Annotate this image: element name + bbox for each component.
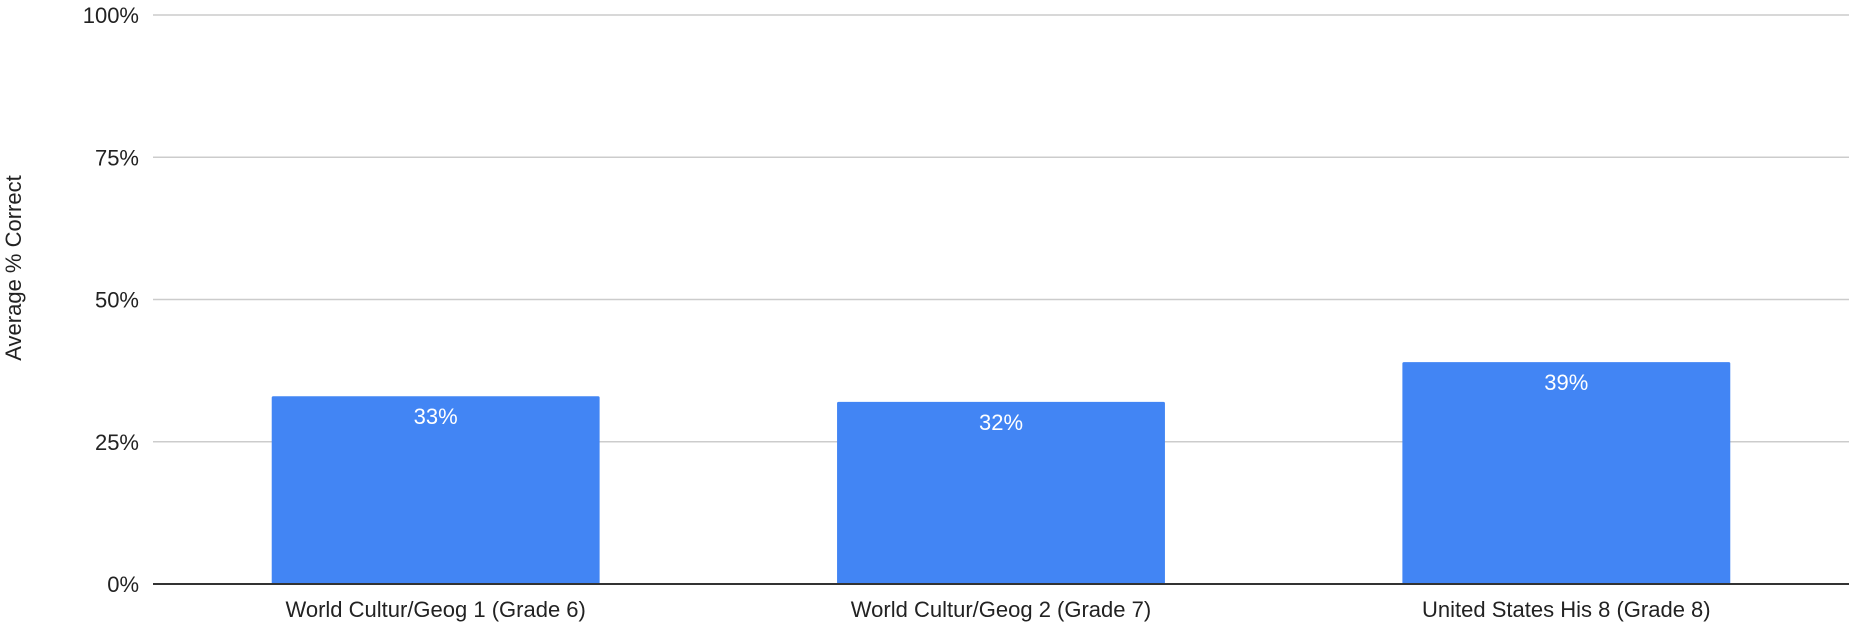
- bars: [271, 362, 1731, 584]
- x-category-label: United States His 8 (Grade 8): [1422, 597, 1711, 622]
- bar-2: [837, 401, 1165, 584]
- x-category-label: World Cultur/Geog 1 (Grade 6): [285, 597, 585, 622]
- labels: 0% 25% 50% 75% 100% 33% World Cultur/Geog 1 (G…: [83, 3, 1711, 622]
- y-tick-label: 25%: [95, 430, 139, 455]
- data-label: 32%: [979, 410, 1023, 435]
- y-axis-title: Average % Correct: [1, 175, 26, 360]
- y-tick-label: 50%: [95, 288, 139, 313]
- bar-3: [1402, 362, 1731, 584]
- y-tick-label: 100%: [83, 3, 139, 28]
- y-tick-label: 0%: [107, 572, 139, 597]
- y-tick-label: 75%: [95, 145, 139, 170]
- x-category-label: World Cultur/Geog 2 (Grade 7): [851, 597, 1151, 622]
- bar-1: [271, 396, 600, 584]
- data-label: 33%: [414, 404, 458, 429]
- data-label: 39%: [1544, 370, 1588, 395]
